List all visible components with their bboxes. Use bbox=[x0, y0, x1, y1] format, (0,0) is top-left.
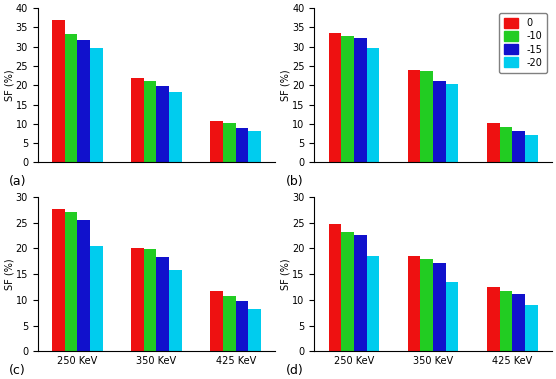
Bar bbox=[210, 121, 223, 163]
Bar bbox=[131, 248, 144, 351]
Bar bbox=[408, 70, 420, 163]
Bar bbox=[420, 259, 433, 351]
Y-axis label: SF (%): SF (%) bbox=[281, 258, 291, 290]
Text: (d): (d) bbox=[286, 363, 304, 377]
Bar bbox=[64, 34, 77, 163]
Y-axis label: SF (%): SF (%) bbox=[4, 69, 14, 101]
Bar bbox=[223, 296, 236, 351]
Bar bbox=[512, 131, 525, 163]
Bar bbox=[329, 224, 341, 351]
Bar bbox=[156, 257, 169, 351]
Text: (a): (a) bbox=[9, 175, 27, 188]
Text: (c): (c) bbox=[9, 363, 26, 377]
Bar bbox=[249, 309, 261, 351]
Y-axis label: SF (%): SF (%) bbox=[281, 69, 291, 101]
Bar bbox=[144, 249, 156, 351]
Bar bbox=[500, 127, 512, 163]
Bar bbox=[77, 220, 90, 351]
Bar bbox=[156, 86, 169, 163]
Text: (b): (b) bbox=[286, 175, 304, 188]
Bar bbox=[64, 212, 77, 351]
Bar bbox=[169, 92, 182, 163]
Bar bbox=[525, 135, 538, 163]
Bar bbox=[525, 305, 538, 351]
Bar bbox=[341, 36, 354, 163]
Bar bbox=[90, 47, 103, 163]
Bar bbox=[249, 131, 261, 163]
Bar bbox=[236, 301, 249, 351]
Bar bbox=[366, 48, 379, 163]
Bar bbox=[512, 294, 525, 351]
Bar bbox=[52, 209, 64, 351]
Bar bbox=[236, 128, 249, 163]
Bar bbox=[354, 235, 366, 351]
Bar bbox=[366, 256, 379, 351]
Legend: 0, -10, -15, -20: 0, -10, -15, -20 bbox=[499, 13, 547, 72]
Bar bbox=[77, 40, 90, 163]
Bar bbox=[354, 38, 366, 163]
Y-axis label: SF (%): SF (%) bbox=[4, 258, 14, 290]
Bar bbox=[487, 123, 500, 163]
Bar bbox=[446, 282, 459, 351]
Bar bbox=[144, 81, 156, 163]
Bar bbox=[169, 271, 182, 351]
Bar bbox=[341, 232, 354, 351]
Bar bbox=[131, 78, 144, 163]
Bar bbox=[487, 287, 500, 351]
Bar bbox=[420, 71, 433, 163]
Bar bbox=[408, 255, 420, 351]
Bar bbox=[446, 84, 459, 163]
Bar bbox=[210, 291, 223, 351]
Bar bbox=[52, 20, 64, 163]
Bar bbox=[90, 246, 103, 351]
Bar bbox=[223, 124, 236, 163]
Bar bbox=[329, 33, 341, 163]
Bar bbox=[500, 291, 512, 351]
Bar bbox=[433, 81, 446, 163]
Bar bbox=[433, 263, 446, 351]
